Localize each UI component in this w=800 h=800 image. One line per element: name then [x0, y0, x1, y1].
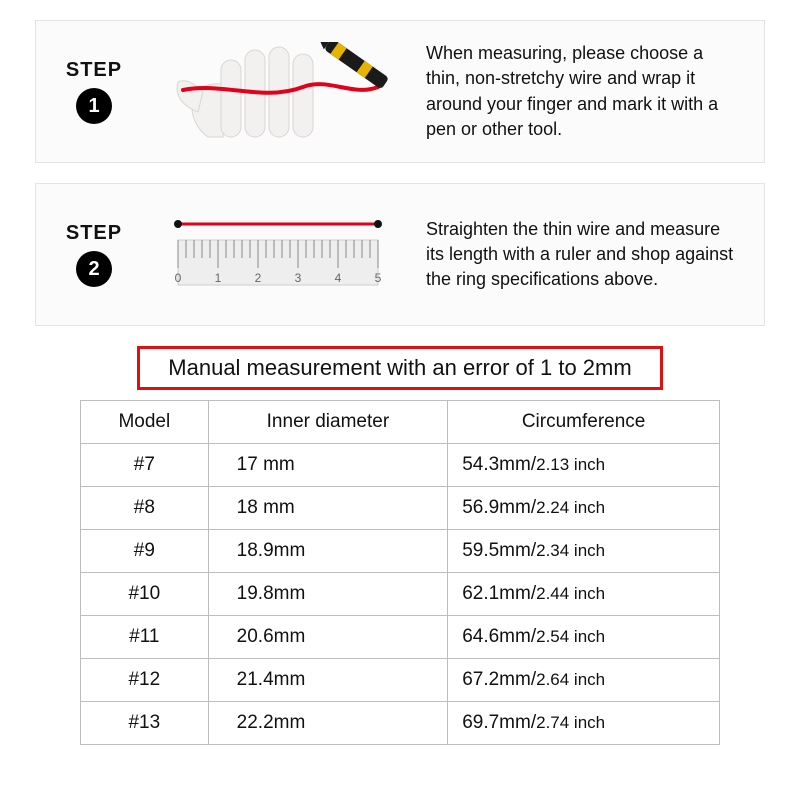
ruler-tick-4: 4: [335, 271, 342, 285]
table-row: #1221.4mm67.2mm/2.64 inch: [81, 659, 720, 702]
step-1-text: When measuring, please choose a thin, no…: [426, 41, 742, 142]
step-1-label: STEP 1: [58, 59, 130, 124]
cell-circumference: 62.1mm/2.44 inch: [448, 573, 720, 616]
cell-diameter: 20.6mm: [208, 616, 448, 659]
ruler-tick-0: 0: [175, 271, 182, 285]
table-row: #1120.6mm64.6mm/2.54 inch: [81, 616, 720, 659]
step-number-badge: 1: [76, 88, 112, 124]
cell-circumference: 56.9mm/2.24 inch: [448, 487, 720, 530]
cell-diameter: 21.4mm: [208, 659, 448, 702]
table-row: #918.9mm59.5mm/2.34 inch: [81, 530, 720, 573]
step-1-panel: STEP 1 When measuring, please choose: [35, 20, 765, 163]
cell-diameter: 18 mm: [208, 487, 448, 530]
cell-circumference: 67.2mm/2.64 inch: [448, 659, 720, 702]
cell-diameter: 19.8mm: [208, 573, 448, 616]
col-circumference: Circumference: [448, 401, 720, 444]
ruler-tick-3: 3: [295, 271, 302, 285]
step-number-badge: 2: [76, 251, 112, 287]
cell-circumference: 59.5mm/2.34 inch: [448, 530, 720, 573]
ring-size-table: Model Inner diameter Circumference #717 …: [80, 400, 720, 745]
cell-model: #7: [81, 444, 209, 487]
cell-diameter: 17 mm: [208, 444, 448, 487]
cell-diameter: 18.9mm: [208, 530, 448, 573]
step-2-text: Straighten the thin wire and measure its…: [426, 217, 742, 293]
col-inner-diameter: Inner diameter: [208, 401, 448, 444]
cell-model: #12: [81, 659, 209, 702]
cell-model: #13: [81, 702, 209, 745]
table-row: #1322.2mm69.7mm/2.74 inch: [81, 702, 720, 745]
step-2-label: STEP 2: [58, 222, 130, 287]
table-row: #1019.8mm62.1mm/2.44 inch: [81, 573, 720, 616]
ruler-tick-2: 2: [255, 271, 262, 285]
hand-wire-illustration: [148, 39, 408, 144]
table-row: #717 mm54.3mm/2.13 inch: [81, 444, 720, 487]
ruler-illustration: 0 1 2 3 4 5: [148, 202, 408, 307]
cell-diameter: 22.2mm: [208, 702, 448, 745]
cell-circumference: 69.7mm/2.74 inch: [448, 702, 720, 745]
measurement-error-notice: Manual measurement with an error of 1 to…: [137, 346, 662, 390]
step-word: STEP: [66, 59, 122, 82]
ruler-tick-5: 5: [375, 271, 382, 285]
table-header-row: Model Inner diameter Circumference: [81, 401, 720, 444]
cell-model: #8: [81, 487, 209, 530]
col-model: Model: [81, 401, 209, 444]
cell-model: #11: [81, 616, 209, 659]
ruler-tick-1: 1: [215, 271, 222, 285]
step-word: STEP: [66, 222, 122, 245]
cell-model: #9: [81, 530, 209, 573]
cell-circumference: 54.3mm/2.13 inch: [448, 444, 720, 487]
table-row: #818 mm56.9mm/2.24 inch: [81, 487, 720, 530]
step-2-panel: STEP 2: [35, 183, 765, 326]
cell-circumference: 64.6mm/2.54 inch: [448, 616, 720, 659]
cell-model: #10: [81, 573, 209, 616]
